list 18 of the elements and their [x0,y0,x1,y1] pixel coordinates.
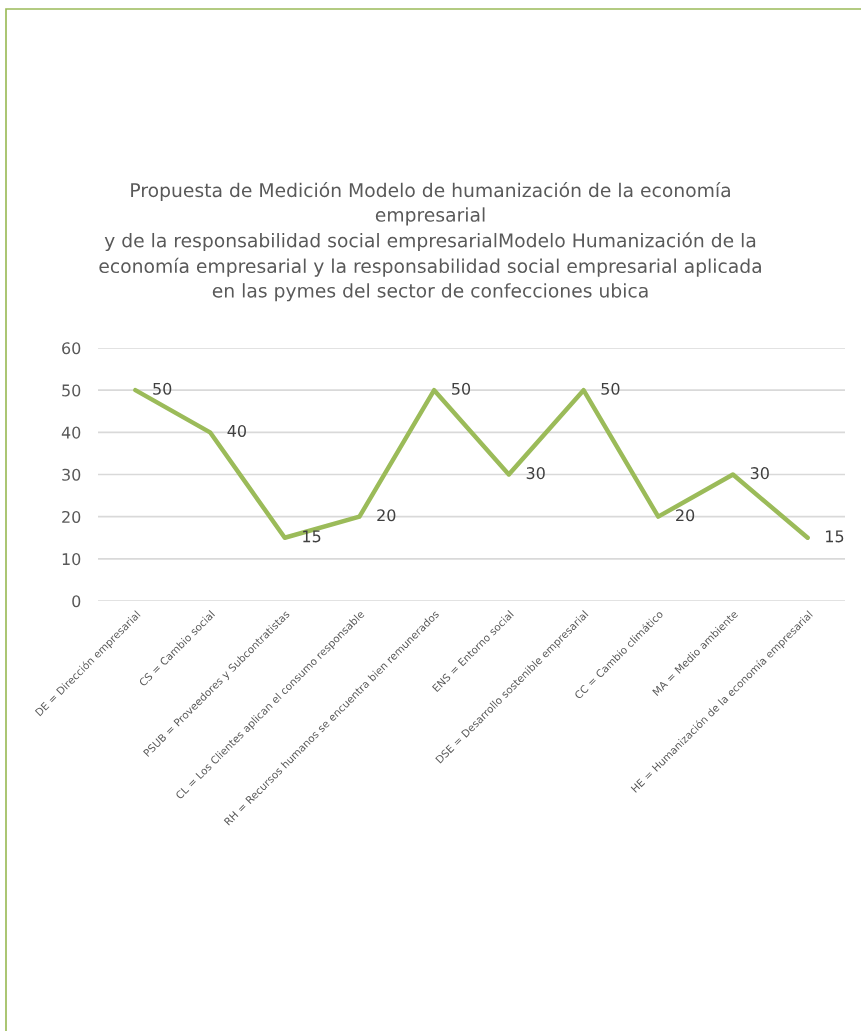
y-tick-label: 0 [72,595,81,608]
y-tick-label: 30 [62,468,81,481]
y-tick-label: 40 [61,426,81,439]
y-tick-label: 10 [62,553,81,566]
data-label: 20 [377,509,396,522]
data-label: 15 [826,530,844,543]
data-label: 20 [676,509,695,522]
data-label: 50 [452,382,471,395]
data-label: 30 [750,467,769,480]
data-label: 50 [601,382,620,395]
chart-title: Propuesta de Medición Modelo de humanización de la economía empresarial y de la responsabilidad social empresarialModelo Humanización de la economía empresarial y la responsabilidad social empresarial aplicada en las pymes del sector de confecciones ubica [99,182,761,302]
y-tick-label: 50 [62,384,81,397]
data-label: 30 [526,467,545,480]
y-tick-label: 20 [62,510,81,523]
data-label: 50 [153,382,172,395]
y-tick-label: 60 [62,342,81,355]
data-label: 15 [303,530,321,543]
data-label: 40 [227,424,246,437]
